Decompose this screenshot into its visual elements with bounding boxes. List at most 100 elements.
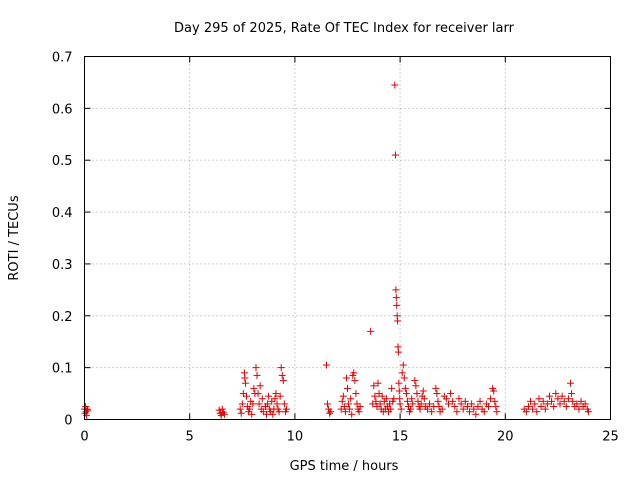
data-point [248,410,256,418]
y-tick-label: 0.5 [52,154,73,169]
data-point [569,397,577,405]
data-point [573,400,581,408]
data-point [243,392,251,400]
data-point [341,408,349,416]
data-point [345,400,353,408]
data-point [402,390,410,398]
data-point [392,286,400,294]
data-point [390,395,398,403]
data-point [522,408,530,416]
y-tick-label: 0.7 [52,51,73,66]
data-point [340,403,348,411]
data-point [548,397,556,405]
data-point [417,400,425,408]
data-point [558,392,566,400]
data-point [577,397,585,405]
data-point [459,405,467,413]
data-point [400,374,408,382]
data-point [491,397,499,405]
data-point [252,364,260,372]
data-point [537,403,545,411]
data-point [453,408,461,416]
data-point [388,384,396,392]
data-point [241,379,249,387]
chart-title: Day 295 of 2025, Rate Of TEC Index for r… [174,21,515,36]
data-point [249,400,257,408]
data-point [480,408,488,416]
data-point [560,397,568,405]
grid-layer [84,56,611,420]
data-point [241,374,249,382]
data-point [474,403,482,411]
data-point [398,369,406,377]
data-point [457,400,465,408]
data-point [461,397,469,405]
data-point [395,379,403,387]
data-point [554,395,562,403]
data-point [407,405,415,413]
data-point [326,409,334,417]
data-point [378,392,386,400]
data-point [367,327,375,335]
data-point [409,400,417,408]
data-point [449,397,457,405]
data-point [215,406,223,414]
x-tick-label: 5 [186,430,194,445]
data-point [271,395,279,403]
data-point [444,400,452,408]
data-point [552,390,560,398]
x-tick-label: 0 [80,430,88,445]
data-point [535,395,543,403]
data-point [391,151,399,159]
data-point [399,361,407,369]
data-point [539,397,547,405]
y-tick-label: 0 [64,414,72,429]
data-point [524,403,532,411]
y-tick-label: 0.2 [52,310,73,325]
data-point [447,390,455,398]
data-point [426,400,434,408]
data-point [371,392,379,400]
data-point [351,377,359,385]
data-point [387,405,395,413]
data-point [324,400,332,408]
tick-layer: 0 5 10 15 20 25 0 0.1 0.2 0.3 0.4 0.5 0.6 0.7 [52,51,619,445]
data-point [529,405,537,413]
data-point [265,392,273,400]
data-point [562,403,570,411]
data-layer [81,81,592,419]
data-point [273,400,281,408]
data-point [262,410,270,418]
data-point [455,395,463,403]
data-point [419,387,427,395]
data-point [581,400,589,408]
y-axis-label: ROTI / TECUs [7,195,22,280]
data-point [411,377,419,385]
data-point [476,397,484,405]
data-point [348,410,356,418]
data-point [339,392,347,400]
data-point [556,400,564,408]
data-point [370,382,378,390]
y-tick-label: 0.6 [52,102,73,117]
plot-frame [84,56,611,420]
x-tick-label: 25 [602,430,619,445]
data-point [236,405,244,413]
y-tick-label: 0.4 [52,206,73,221]
x-axis-label: GPS time / hours [290,459,399,474]
data-point [258,395,266,403]
data-point [392,294,400,302]
data-point [246,405,254,413]
data-point [463,403,471,411]
data-point [322,361,330,369]
data-point [484,403,492,411]
data-point [493,408,501,416]
data-point [346,405,354,413]
data-point [490,387,498,395]
data-point [269,410,277,418]
data-point [396,400,404,408]
data-point [376,400,384,408]
data-point [282,405,290,413]
data-point [272,390,280,398]
